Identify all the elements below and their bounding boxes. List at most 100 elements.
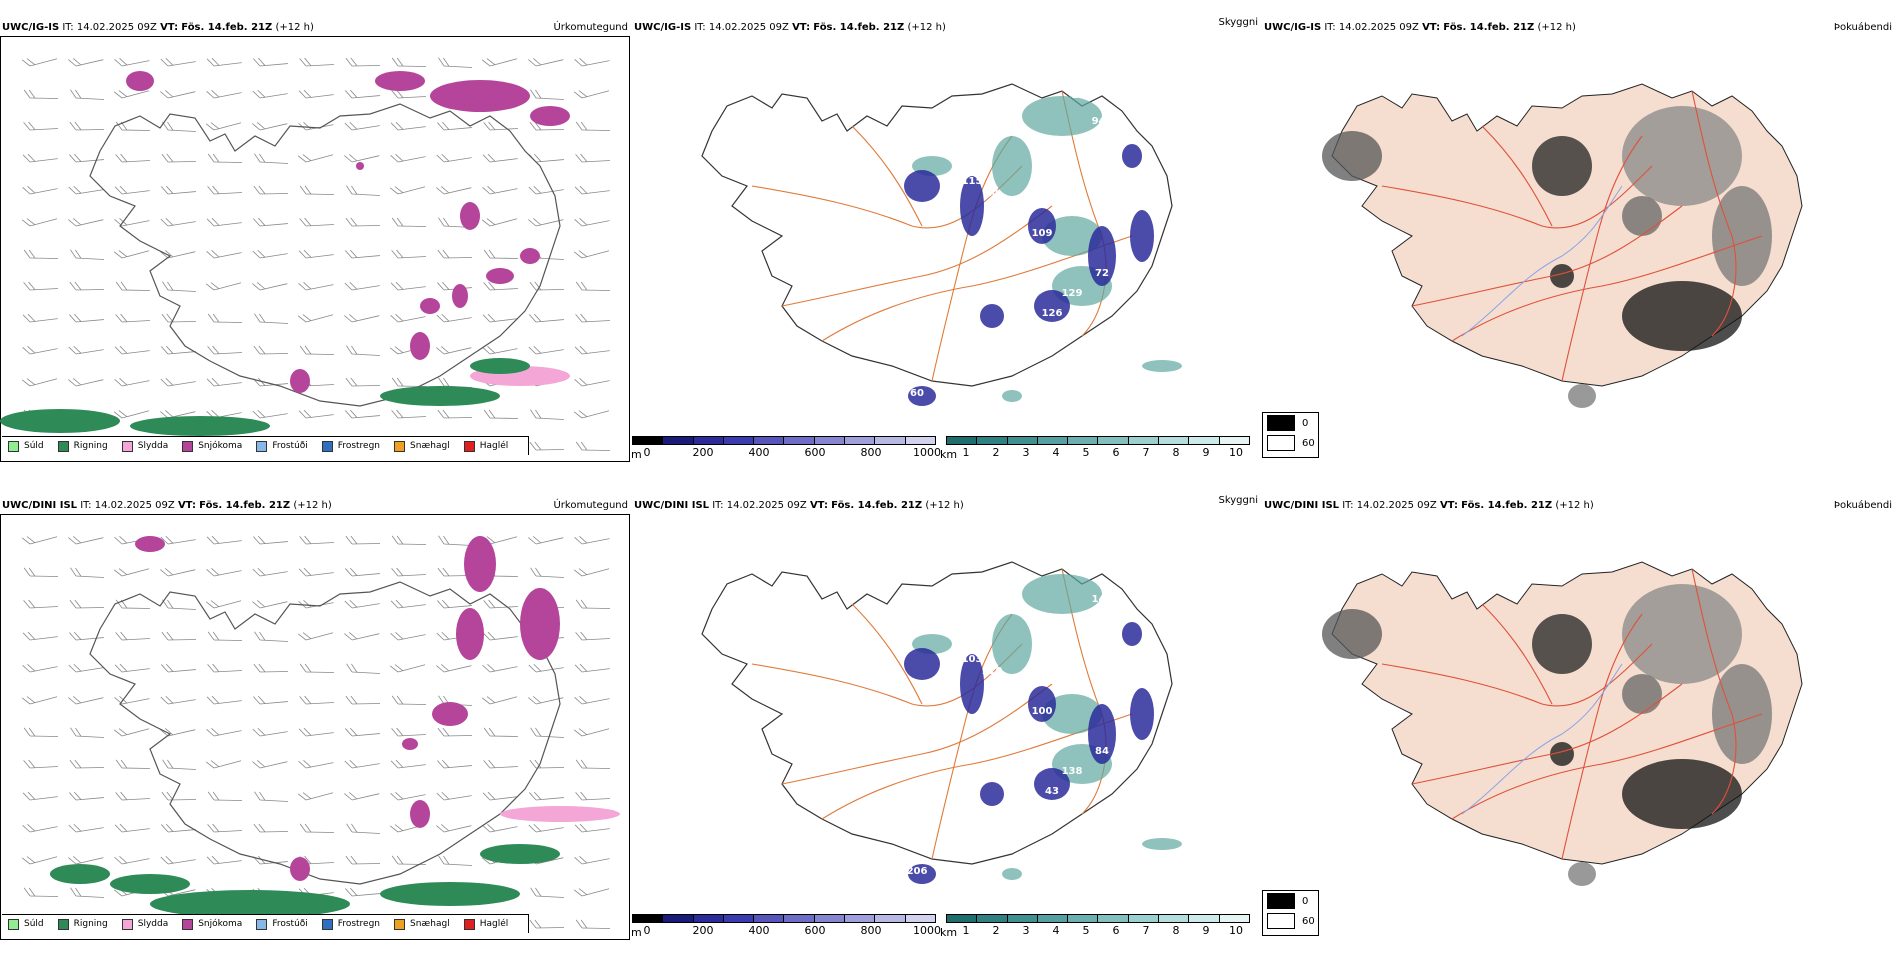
wind-barb (24, 281, 58, 291)
wind-barb (253, 724, 288, 737)
wind-barb (116, 631, 150, 641)
wind-barb (252, 116, 287, 131)
colorbar-segment (663, 437, 693, 444)
wind-barb (300, 664, 334, 673)
wind-barb (530, 442, 564, 451)
model-name: UWC/DINI ISL (1264, 500, 1339, 511)
model-name: UWC/DINI ISL (634, 500, 709, 511)
wind-barb (68, 850, 103, 865)
wind-barb (68, 212, 103, 227)
precip-map (0, 514, 630, 940)
colorbar-segment (815, 437, 845, 444)
wind-barb (576, 153, 610, 163)
colorbar-segment (815, 915, 845, 922)
legend-label: 0 (1302, 418, 1308, 429)
wind-barb (23, 629, 58, 641)
lead-time: (+12 h) (293, 500, 331, 511)
wind-barb (575, 343, 610, 355)
fog-legend-item: 60 (1263, 911, 1318, 931)
wind-barb (484, 759, 518, 769)
legend-label: Snjókoma (198, 441, 242, 451)
legend-swatch (58, 919, 69, 930)
wind-barb (392, 58, 426, 67)
colorbar-segment (845, 915, 875, 922)
legend-label: Snæhagl (410, 441, 450, 451)
wind-barb (300, 535, 334, 545)
wind-barb (114, 721, 149, 738)
cloud-base-label: 108 (1042, 806, 1063, 817)
wind-barb (299, 117, 334, 131)
precip-area (432, 702, 468, 726)
model-name: UWC/IG-IS (1264, 22, 1321, 33)
fog-area (1622, 106, 1742, 206)
wind-barb (438, 250, 472, 259)
fog-area (1322, 609, 1382, 659)
wind-barb (115, 691, 150, 705)
wind-barb (575, 851, 610, 865)
wind-barb (115, 213, 150, 227)
colorbar-tick: 0 (644, 446, 651, 459)
wind-barb (437, 120, 472, 131)
wind-barb (115, 53, 150, 67)
wind-barb (114, 243, 149, 260)
visibility-area (1142, 360, 1182, 372)
wind-barb (208, 823, 242, 833)
precip-type-panel: UWC/IG-IS IT: 14.02.2025 09Z VT: Fös. 14… (0, 0, 632, 472)
wind-barb (298, 785, 333, 802)
wind-barb (392, 249, 426, 259)
wind-barb (484, 250, 518, 259)
wind-barb (162, 632, 196, 641)
precip-area (410, 800, 430, 828)
wind-barb (206, 275, 241, 292)
visibility-area (1002, 868, 1022, 880)
fog-area (1322, 131, 1382, 181)
wind-barb (346, 856, 380, 865)
wind-barb (391, 149, 426, 163)
wind-barb (300, 57, 334, 67)
wind-barb (438, 536, 472, 546)
fog-area (1532, 614, 1592, 674)
colorbar-segment (977, 915, 1007, 922)
wind-barb (208, 154, 242, 163)
wind-barb (346, 346, 380, 356)
cloud-base-unit: m (631, 448, 642, 461)
legend-swatch (122, 919, 133, 930)
colorbar-segment (1038, 915, 1068, 922)
wind-barb (24, 888, 58, 897)
valid-time: Fös. 14.feb. 21Z (181, 22, 272, 33)
wind-barb (207, 215, 242, 227)
lead-time: (+12 h) (1537, 22, 1575, 33)
wind-barb (299, 725, 334, 737)
cloud-base-label: 60 (910, 388, 924, 399)
legend-swatch (182, 441, 193, 452)
wind-barb (530, 282, 564, 291)
init-time: IT: 14.02.2025 09Z (62, 22, 157, 33)
visibility-unit: km (940, 926, 957, 939)
wind-barb (253, 406, 288, 419)
cloud-base-label: 71 (1015, 718, 1029, 729)
precip-legend-item: Snæhagl (394, 919, 450, 930)
legend-label: Súld (24, 441, 44, 451)
wind-barb (207, 693, 242, 705)
colorbar-tick: 200 (693, 924, 714, 937)
cloud-base-label: 84 (1095, 746, 1109, 757)
wind-barb (23, 181, 58, 195)
colorbar-segment (1220, 915, 1249, 922)
wind-barb (345, 726, 380, 737)
wind-barb (390, 179, 425, 196)
wind-barb (162, 600, 196, 610)
legend-label: Frostregn (338, 919, 380, 929)
wind-barb (70, 728, 104, 738)
wind-barb (208, 792, 242, 801)
colorbar-tick: 0 (644, 924, 651, 937)
wind-barb (345, 408, 380, 419)
wind-barb (436, 180, 471, 195)
wind-barb (161, 54, 196, 67)
wind-barb (116, 791, 150, 801)
colorbar-segment (1159, 437, 1189, 444)
cloud-base-label: 99 (1145, 158, 1159, 169)
wind-barb (574, 403, 609, 420)
field-label: Skyggni (1218, 16, 1258, 30)
